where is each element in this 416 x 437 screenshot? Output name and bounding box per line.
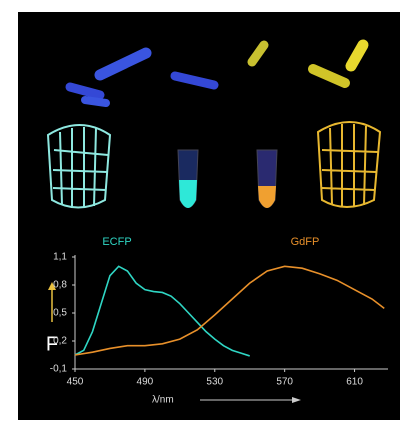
series-label: GdFP xyxy=(291,236,320,248)
y-tick-label: 0,8 xyxy=(53,280,67,291)
x-axis-label: λ/nm xyxy=(152,395,174,406)
series-label: ECFP xyxy=(102,236,131,248)
tube-orange xyxy=(257,150,277,208)
tube-cyan xyxy=(178,150,198,208)
y-tick-label: 1,1 xyxy=(53,252,67,263)
y-tick-label: 0,5 xyxy=(53,308,67,319)
x-tick-label: 530 xyxy=(206,377,223,388)
x-tick-label: 450 xyxy=(67,377,84,388)
y-tick-label: -0,1 xyxy=(50,364,68,375)
x-tick-label: 570 xyxy=(276,377,293,388)
y-tick-label: 0,2 xyxy=(53,336,67,347)
figure: F λ/nm 1,10,80,50,2-0,1450490530570610EC… xyxy=(0,0,416,432)
x-tick-label: 490 xyxy=(137,377,154,388)
x-tick-label: 610 xyxy=(346,377,363,388)
